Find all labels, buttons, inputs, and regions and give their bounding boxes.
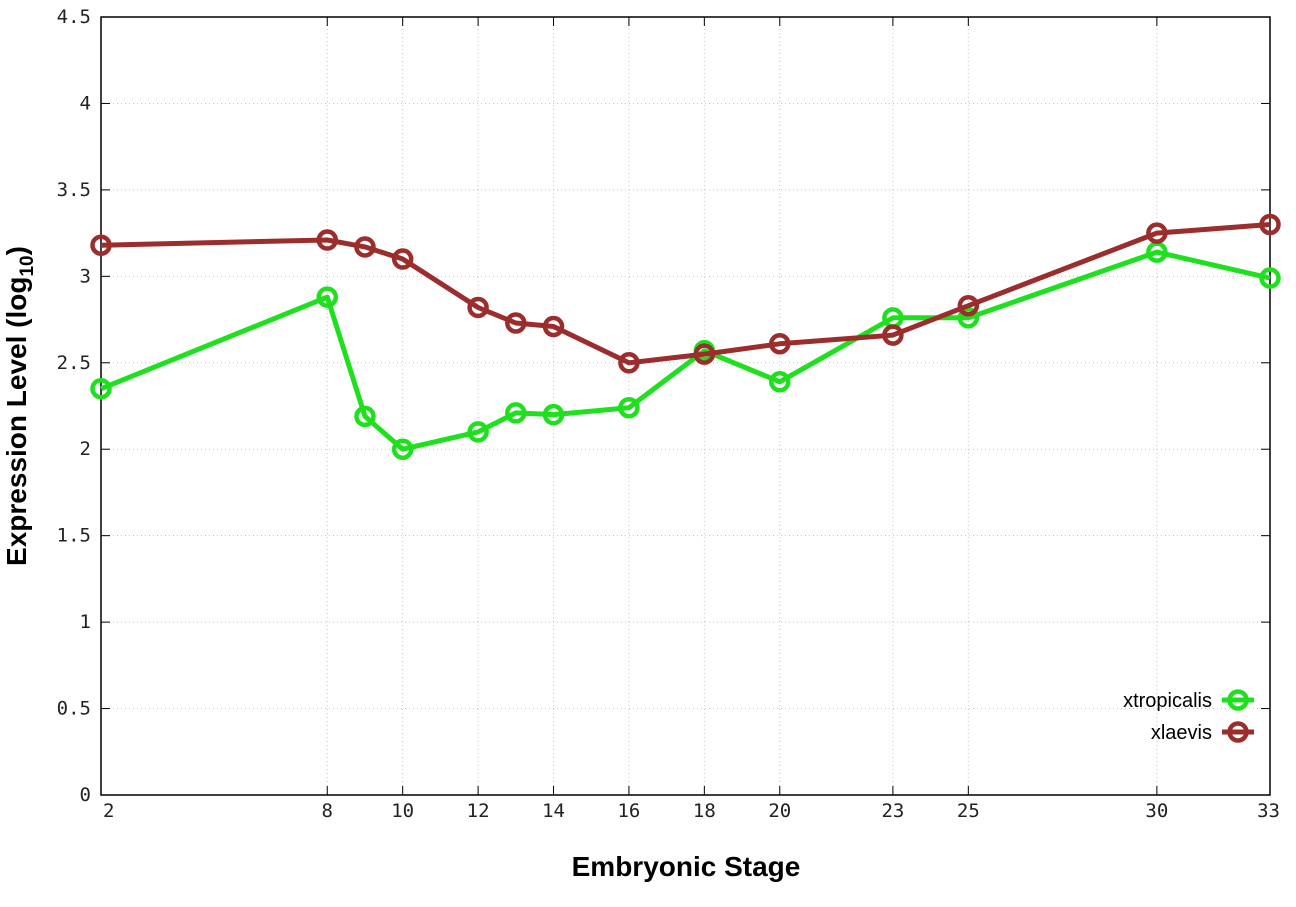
x-tick-label: 20 [768, 800, 791, 822]
series-xlaevis [90, 213, 1281, 374]
y-tick-label: 1 [80, 611, 91, 633]
data-point [467, 421, 489, 443]
data-point [957, 307, 980, 329]
x-tick-label: 23 [881, 800, 904, 822]
data-point [957, 294, 980, 317]
y-tick-label: 2.5 [57, 352, 91, 374]
legend-label: xtropicalis [1123, 690, 1212, 712]
series-line [100, 222, 1271, 366]
y-tick-label: 1.5 [57, 525, 91, 547]
data-point [505, 402, 527, 424]
data-point [90, 377, 112, 400]
data-point [542, 315, 565, 338]
series-xtropicalis [90, 241, 1281, 460]
data-point [769, 333, 791, 355]
y-tick-label: 0.5 [57, 698, 91, 720]
data-point [391, 438, 414, 460]
data-point [391, 248, 414, 270]
y-axis-title-subscript: 10 [17, 255, 38, 276]
legend-label: xlaevis [1151, 722, 1212, 744]
data-point [882, 324, 904, 346]
legend: xtropicalis xlaevis [1123, 689, 1254, 744]
legend-marker [1227, 689, 1249, 711]
axis-ticks: 0 0.5 1 1.5 2 2.5 3 3.5 4 4.5 2 8 10 12 14 16 18 20 23 25 30… [57, 6, 1280, 822]
data-point [1259, 213, 1281, 236]
data-point [1146, 222, 1168, 244]
data-point [354, 236, 376, 258]
series-group [90, 213, 1281, 460]
x-tick-label: 10 [391, 800, 414, 822]
y-axis-title: Expression Level (log10) [1, 246, 38, 566]
y-tick-label: 4 [80, 92, 91, 114]
x-tick-label: 33 [1257, 800, 1280, 822]
data-point [618, 396, 640, 419]
x-tick-label: 8 [322, 800, 333, 822]
data-point [505, 312, 527, 334]
data-point [316, 286, 339, 308]
data-point [618, 352, 640, 374]
data-point [90, 234, 112, 256]
y-tick-label: 3.5 [57, 179, 91, 201]
x-tick-label: 14 [542, 800, 565, 822]
data-point [316, 229, 339, 251]
x-tick-label: 25 [957, 800, 980, 822]
series-line [100, 249, 1271, 452]
plot-frame [100, 16, 1271, 796]
y-tick-label: 3 [80, 265, 91, 287]
x-tick-label: 12 [467, 800, 490, 822]
data-point [693, 343, 716, 365]
x-tick-label: 18 [693, 800, 716, 822]
y-axis-title-close: ) [1, 246, 32, 255]
x-tick-label: 30 [1145, 800, 1168, 822]
data-point [542, 403, 565, 426]
y-tick-label: 0 [80, 784, 91, 806]
x-tick-label: 2 [103, 800, 114, 822]
data-point [769, 371, 791, 393]
legend-marker [1227, 721, 1249, 743]
x-tick-label: 16 [617, 800, 640, 822]
x-axis-title: Embryonic Stage [572, 851, 801, 882]
grid-lines [101, 17, 1270, 795]
data-point [467, 296, 489, 319]
data-point [354, 405, 376, 428]
y-axis-title-main: Expression Level (log [1, 277, 32, 566]
y-tick-label: 4.5 [57, 6, 91, 28]
y-tick-label: 2 [80, 438, 91, 460]
data-point [1259, 267, 1281, 289]
